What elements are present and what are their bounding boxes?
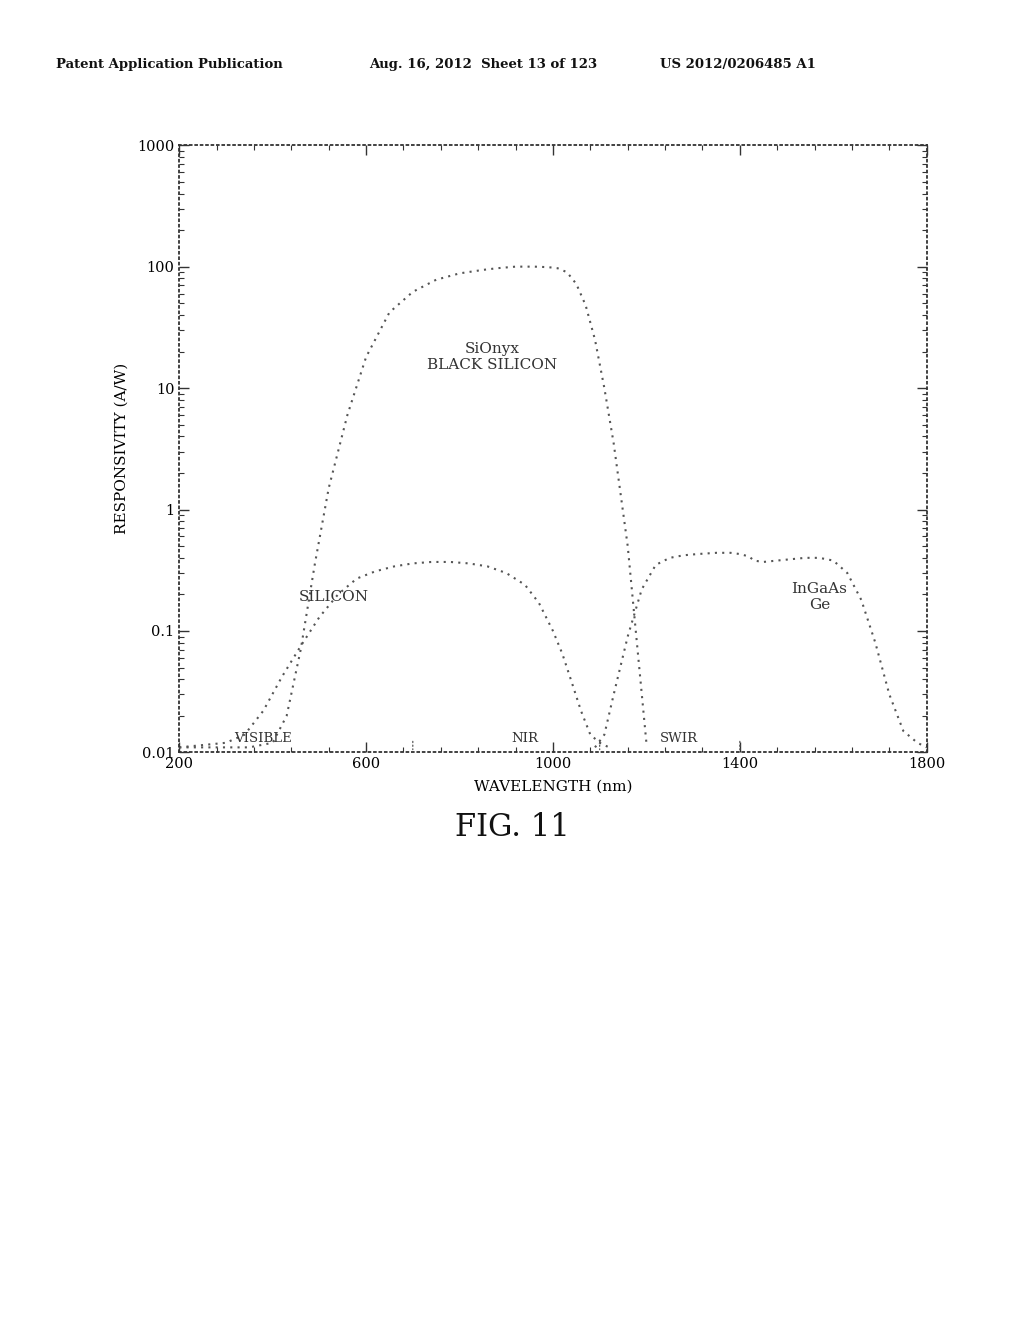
Text: VISIBLE: VISIBLE bbox=[234, 733, 292, 744]
Text: NIR: NIR bbox=[511, 733, 539, 744]
Text: Aug. 16, 2012  Sheet 13 of 123: Aug. 16, 2012 Sheet 13 of 123 bbox=[369, 58, 597, 71]
Text: SILICON: SILICON bbox=[298, 590, 369, 605]
Text: Patent Application Publication: Patent Application Publication bbox=[56, 58, 283, 71]
Text: FIG. 11: FIG. 11 bbox=[455, 812, 569, 842]
Text: SWIR: SWIR bbox=[660, 733, 698, 744]
Text: SiOnyx
BLACK SILICON: SiOnyx BLACK SILICON bbox=[427, 342, 557, 372]
Text: US 2012/0206485 A1: US 2012/0206485 A1 bbox=[660, 58, 816, 71]
Text: InGaAs
Ge: InGaAs Ge bbox=[792, 582, 847, 612]
X-axis label: WAVELENGTH (nm): WAVELENGTH (nm) bbox=[474, 780, 632, 793]
Y-axis label: RESPONSIVITY (A/W): RESPONSIVITY (A/W) bbox=[115, 363, 129, 535]
